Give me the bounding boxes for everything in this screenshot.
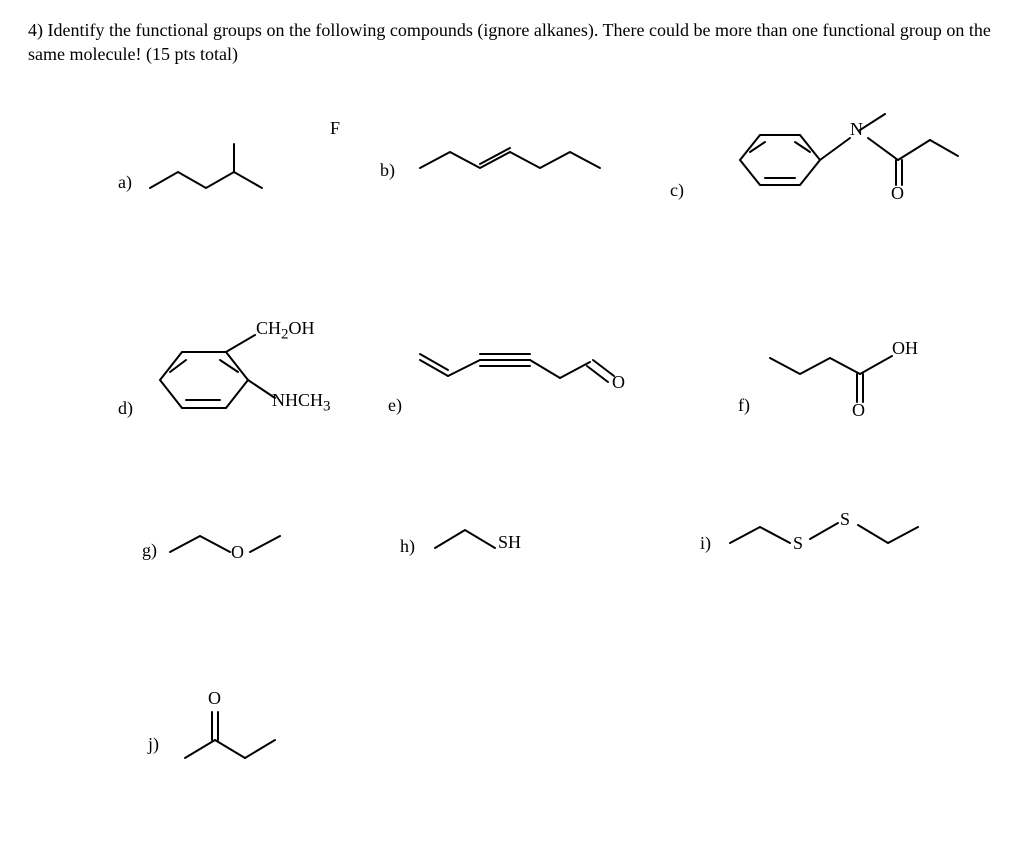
atom-N-c: N [850,119,863,140]
ch2oh-sub: 2 [281,327,289,343]
atom-OH-f: OH [892,338,918,359]
structure-j: j) O [130,670,310,805]
nhch3-main: NHCH [272,390,323,410]
ch2oh-ch: CH [256,318,281,338]
structure-d: d) CH2OH NHCH3 [90,300,370,465]
atom-nhch3: NHCH3 [272,390,331,416]
question-text: 4) Identify the functional groups on the… [28,18,996,67]
structures-grid: a) F b) c) [0,90,1024,854]
label-a: a) [118,172,132,193]
atom-O-f: O [852,400,865,421]
atom-O-c: O [891,183,904,204]
nhch3-sub: 3 [323,399,331,415]
structure-b: b) [380,110,640,215]
label-h: h) [400,536,415,557]
label-i: i) [700,533,711,554]
structure-e: e) [390,320,670,445]
label-c: c) [670,180,684,201]
atom-O-e: O [612,372,625,393]
label-g: g) [142,540,157,561]
atom-S-i2: S [840,509,850,530]
structure-c: c) [680,90,1000,235]
atom-SH: SH [498,532,521,553]
atom-O-g: O [231,542,244,563]
atom-ch2oh: CH2OH [256,318,315,344]
structure-f: f) O OH [730,310,970,445]
structure-g: g) O [130,510,330,595]
label-b: b) [380,160,395,181]
label-e: e) [388,395,402,416]
atom-O-j: O [208,688,221,709]
label-j: j) [148,734,159,755]
structure-h: h) SH [400,500,580,585]
structure-i: i) S S [700,495,960,590]
atom-F: F [330,118,340,139]
label-d: d) [118,398,133,419]
label-f: f) [738,395,750,416]
atom-S-i1: S [793,533,803,554]
structure-a: a) F [100,110,320,235]
ch2oh-oh: OH [289,318,315,338]
